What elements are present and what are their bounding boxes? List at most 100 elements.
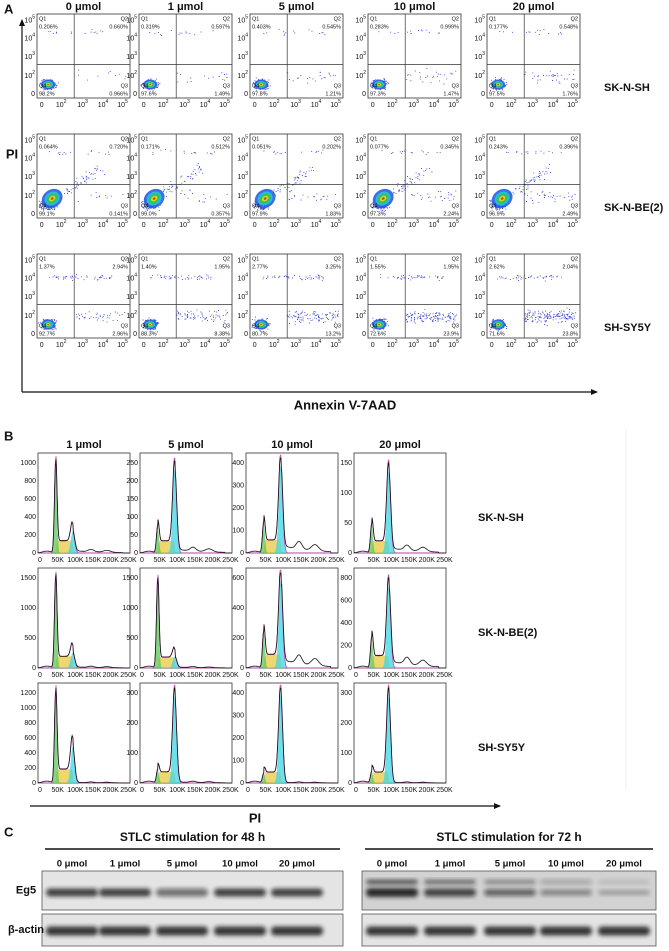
tick-base: 10 <box>24 73 32 80</box>
tick-label: 102 <box>158 219 169 229</box>
tick-label: 103 <box>77 219 88 229</box>
density-core <box>149 323 152 326</box>
tick-base: 0 <box>362 91 366 98</box>
tick-exponent: 5 <box>245 255 248 261</box>
tick-label: 200K <box>419 672 436 679</box>
x-axis-label: PI <box>249 810 261 825</box>
tick-base: 10 <box>24 35 32 42</box>
tick-exponent: 5 <box>32 135 35 141</box>
flow-plot: Q10.177%Q20.548%Q31.76%Q497.5%0010210210… <box>474 13 581 109</box>
tick-label: 250 <box>126 460 138 467</box>
quadrant-name: Q3 <box>334 323 341 329</box>
tick-label: 102 <box>237 70 248 80</box>
tick-exponent: 5 <box>575 99 578 105</box>
cell-line-label: SH-SY5Y <box>478 742 526 754</box>
tick-base: 10 <box>158 342 166 349</box>
column-header: 0 μmol <box>66 1 101 13</box>
tick-exponent: 3 <box>32 291 35 297</box>
tick-label: 105 <box>567 339 578 349</box>
tick-label: 1000 <box>20 705 36 712</box>
tick-exponent: 4 <box>134 273 137 279</box>
tick-base: 10 <box>269 222 277 229</box>
density-core <box>263 197 267 200</box>
lane-label: 20 μmol <box>606 859 642 870</box>
tick-base: 0 <box>490 102 494 109</box>
tick-base: 10 <box>548 342 556 349</box>
tick-base: 10 <box>311 222 319 229</box>
tick-exponent: 4 <box>32 33 35 39</box>
density-core <box>497 323 500 326</box>
tick-base: 10 <box>56 342 64 349</box>
tick-exponent: 5 <box>32 15 35 21</box>
tick-label: 0 <box>348 550 352 557</box>
tick-label: 105 <box>126 255 137 265</box>
tick-label: 105 <box>126 15 137 25</box>
plot-frame <box>139 452 233 554</box>
tick-label: 100K <box>67 787 84 794</box>
tick-label: 104 <box>429 219 440 229</box>
tick-label: 104 <box>98 99 109 109</box>
tick-exponent: 3 <box>32 51 35 57</box>
tick-label: 50K <box>367 672 380 679</box>
tick-exponent: 4 <box>32 153 35 159</box>
density-core <box>47 83 50 86</box>
tick-label: 200 <box>232 735 244 742</box>
tick-exponent: 3 <box>363 51 366 57</box>
tick-label: 104 <box>311 339 322 349</box>
quadrant-value: 96.9% <box>489 211 505 217</box>
tick-base: 10 <box>237 155 245 162</box>
plot-frame <box>37 567 131 669</box>
quadrant-value: 2.77% <box>252 264 268 270</box>
quadrant-name: Q1 <box>370 136 377 142</box>
tick-base: 0 <box>362 211 366 218</box>
tick-label: 0 <box>133 331 137 338</box>
tick-label: 102 <box>56 219 67 229</box>
tick-base: 0 <box>142 222 146 229</box>
tick-base: 10 <box>474 155 482 162</box>
tick-exponent: 3 <box>187 219 190 225</box>
tick-label: 100K <box>383 672 400 679</box>
quadrant-value: 97.6% <box>141 91 157 97</box>
tick-exponent: 2 <box>166 339 169 345</box>
tick-label: 0 <box>134 550 138 557</box>
tick-label: 103 <box>179 99 190 109</box>
tick-label: 104 <box>200 219 211 229</box>
s-phase-fill <box>354 655 446 668</box>
group-title: STLC stimulation for 72 h <box>436 830 581 844</box>
quadrant-name: Q2 <box>223 256 230 262</box>
tick-label: 100 <box>126 750 138 757</box>
panel-label: C <box>4 824 14 839</box>
tick-label: 104 <box>548 339 559 349</box>
tick-base: 10 <box>448 342 456 349</box>
tick-base: 10 <box>355 155 363 162</box>
tick-exponent: 4 <box>134 33 137 39</box>
tick-exponent: 2 <box>134 310 137 316</box>
lane-label: 0 μmol <box>57 859 88 870</box>
tick-base: 10 <box>408 102 416 109</box>
tick-exponent: 4 <box>106 339 109 345</box>
tick-base: 10 <box>24 174 32 181</box>
tick-label: 800 <box>340 575 352 582</box>
tick-label: 200 <box>24 532 36 539</box>
tick-label: 0 <box>140 787 144 794</box>
tick-exponent: 2 <box>32 70 35 76</box>
quadrant-name: Q2 <box>571 16 578 22</box>
tick-label: 103 <box>77 99 88 109</box>
tick-label: 104 <box>24 153 35 163</box>
tick-base: 0 <box>142 102 146 109</box>
lane-label: 10 μmol <box>548 859 584 870</box>
protein-band <box>271 888 323 897</box>
tick-label: 100K <box>383 787 400 794</box>
tick-label: 0 <box>32 550 36 557</box>
s-phase-fill <box>246 540 338 553</box>
protein-band <box>366 888 418 897</box>
density-core <box>378 323 381 326</box>
s-phase-fill <box>140 771 232 783</box>
tick-label: 103 <box>24 171 35 181</box>
quadrant-value: 88.3% <box>141 331 157 337</box>
quadrant-name: Q4 <box>370 203 377 209</box>
tick-exponent: 2 <box>134 70 137 76</box>
tick-label: 0 <box>246 787 250 794</box>
tick-exponent: 3 <box>535 219 538 225</box>
density-core <box>47 323 50 326</box>
